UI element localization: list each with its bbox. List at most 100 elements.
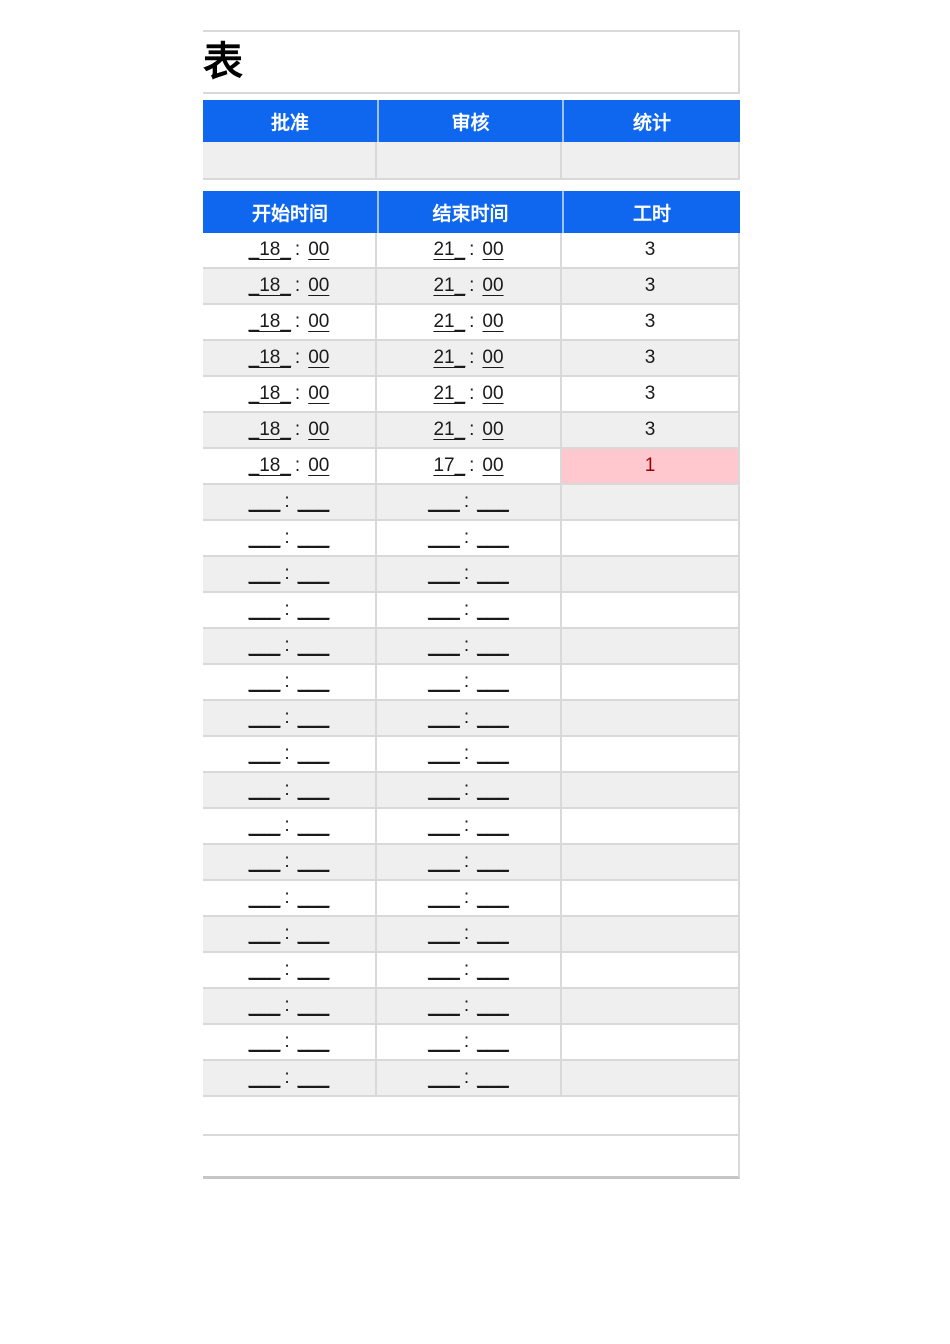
hours-cell[interactable] bbox=[562, 521, 740, 555]
end-time-cell[interactable]: ___: ___ bbox=[377, 701, 562, 735]
start-hour-blank: ___ bbox=[248, 707, 281, 728]
start-hour-blank: ___ bbox=[248, 527, 281, 548]
hours-cell[interactable]: 3 bbox=[562, 233, 740, 267]
start-time-cell[interactable]: ___: ___ bbox=[203, 593, 377, 627]
time-colon: : bbox=[463, 599, 470, 620]
stats-signature-cell[interactable] bbox=[562, 142, 740, 178]
end-time-cell[interactable]: 17_:00 bbox=[377, 449, 562, 483]
start-time-cell[interactable]: ___: ___ bbox=[203, 881, 377, 915]
start-time-cell[interactable]: _18_:00 bbox=[203, 341, 377, 375]
start-time-cell[interactable]: ___: ___ bbox=[203, 665, 377, 699]
hours-cell[interactable]: 1 bbox=[562, 449, 740, 483]
start-time-cell[interactable]: ___: ___ bbox=[203, 557, 377, 591]
hours-cell[interactable]: 3 bbox=[562, 305, 740, 339]
time-colon: : bbox=[463, 779, 470, 800]
end-time-cell[interactable]: ___: ___ bbox=[377, 593, 562, 627]
time-colon: : bbox=[284, 491, 290, 512]
hours-cell[interactable] bbox=[562, 701, 740, 735]
end-time-cell[interactable]: ___: ___ bbox=[377, 737, 562, 771]
hours-cell[interactable] bbox=[562, 773, 740, 807]
end-time-cell[interactable]: ___: ___ bbox=[377, 521, 562, 555]
hours-cell[interactable] bbox=[562, 485, 740, 519]
hours-cell[interactable] bbox=[562, 845, 740, 879]
hours-cell[interactable] bbox=[562, 1025, 740, 1059]
start-time-cell[interactable]: ___: ___ bbox=[203, 521, 377, 555]
start-time-cell[interactable]: _18_:00 bbox=[203, 233, 377, 267]
end-time-cell[interactable]: 21_:00 bbox=[377, 377, 562, 411]
start-time-cell[interactable]: _18_:00 bbox=[203, 377, 377, 411]
hours-cell[interactable] bbox=[562, 665, 740, 699]
start-minute-blank: ___ bbox=[297, 1031, 330, 1052]
hours-cell[interactable] bbox=[562, 557, 740, 591]
start-time-cell[interactable]: ___: ___ bbox=[203, 917, 377, 951]
start-time-cell[interactable]: ___: ___ bbox=[203, 845, 377, 879]
start-hour-blank: ___ bbox=[248, 959, 281, 980]
hours-cell[interactable] bbox=[562, 881, 740, 915]
start-time-cell[interactable]: ___: ___ bbox=[203, 737, 377, 771]
time-colon: : bbox=[284, 923, 290, 944]
start-time-cell[interactable]: ___: ___ bbox=[203, 701, 377, 735]
start-time-cell[interactable]: ___: ___ bbox=[203, 1025, 377, 1059]
start-time-cell[interactable]: ___: ___ bbox=[203, 773, 377, 807]
hours-cell[interactable] bbox=[562, 953, 740, 987]
start-minute-blank: ___ bbox=[297, 635, 330, 656]
start-hour-blank: ___ bbox=[248, 599, 281, 620]
hours-cell[interactable] bbox=[562, 593, 740, 627]
hours-cell[interactable] bbox=[562, 629, 740, 663]
end-time-cell[interactable]: ___: ___ bbox=[377, 773, 562, 807]
end-time-cell[interactable]: 21_:00 bbox=[377, 269, 562, 303]
footer-row[interactable] bbox=[203, 1097, 740, 1136]
start-time-cell[interactable]: _18_:00 bbox=[203, 413, 377, 447]
hours-cell[interactable] bbox=[562, 1061, 740, 1095]
hours-cell[interactable] bbox=[562, 809, 740, 843]
end-time-cell[interactable]: ___: ___ bbox=[377, 845, 562, 879]
start-time-cell[interactable]: _18_:00 bbox=[203, 269, 377, 303]
hours-cell[interactable]: 3 bbox=[562, 377, 740, 411]
end-time-cell[interactable]: ___: ___ bbox=[377, 665, 562, 699]
hours-cell[interactable]: 3 bbox=[562, 413, 740, 447]
start-time-cell[interactable]: _18_:00 bbox=[203, 305, 377, 339]
start-hour-blank: ___ bbox=[248, 995, 281, 1016]
end-time-cell[interactable]: ___: ___ bbox=[377, 1025, 562, 1059]
end-time-cell[interactable]: ___: ___ bbox=[377, 485, 562, 519]
end-time-cell[interactable]: ___: ___ bbox=[377, 917, 562, 951]
start-time-cell[interactable]: ___: ___ bbox=[203, 953, 377, 987]
end-time-cell[interactable]: ___: ___ bbox=[377, 989, 562, 1023]
start-time-cell[interactable]: ___: ___ bbox=[203, 989, 377, 1023]
start-time-cell[interactable]: ___: ___ bbox=[203, 485, 377, 519]
time-colon: : bbox=[469, 419, 475, 440]
approve-signature-cell[interactable] bbox=[203, 142, 377, 178]
hours-cell[interactable] bbox=[562, 917, 740, 951]
start-minute-blank: ___ bbox=[297, 599, 330, 620]
end-minute-blank: 00 bbox=[482, 419, 504, 440]
start-time-cell[interactable]: ___: ___ bbox=[203, 1061, 377, 1095]
footer-row[interactable] bbox=[203, 1136, 740, 1179]
table-row: ___: ___ ___: ___ bbox=[203, 1061, 740, 1097]
start-time-cell[interactable]: ___: ___ bbox=[203, 809, 377, 843]
end-time-cell[interactable]: 21_:00 bbox=[377, 305, 562, 339]
time-colon: : bbox=[284, 815, 290, 836]
end-time-cell[interactable]: ___: ___ bbox=[377, 809, 562, 843]
end-time-cell[interactable]: ___: ___ bbox=[377, 1061, 562, 1095]
end-time-cell[interactable]: ___: ___ bbox=[377, 881, 562, 915]
end-time-cell[interactable]: 21_:00 bbox=[377, 341, 562, 375]
hours-cell[interactable] bbox=[562, 989, 740, 1023]
review-signature-cell[interactable] bbox=[377, 142, 562, 178]
end-time-cell[interactable]: ___: ___ bbox=[377, 953, 562, 987]
end-time-cell[interactable]: 21_:00 bbox=[377, 233, 562, 267]
start-time-cell[interactable]: _18_:00 bbox=[203, 449, 377, 483]
hours-cell[interactable]: 3 bbox=[562, 341, 740, 375]
start-minute-blank: ___ bbox=[297, 995, 330, 1016]
end-time-cell[interactable]: ___: ___ bbox=[377, 629, 562, 663]
hours-cell[interactable]: 3 bbox=[562, 269, 740, 303]
start-time-cell[interactable]: ___: ___ bbox=[203, 629, 377, 663]
end-time-cell[interactable]: ___: ___ bbox=[377, 557, 562, 591]
approval-header-row: 批准 审核 统计 bbox=[203, 100, 740, 142]
time-colon: : bbox=[463, 743, 470, 764]
start-hour-blank: _18_ bbox=[248, 419, 291, 440]
hours-cell[interactable] bbox=[562, 737, 740, 771]
time-colon: : bbox=[463, 851, 470, 872]
end-time-cell[interactable]: 21_:00 bbox=[377, 413, 562, 447]
end-hour-blank: ___ bbox=[428, 887, 460, 908]
time-colon: : bbox=[284, 707, 290, 728]
